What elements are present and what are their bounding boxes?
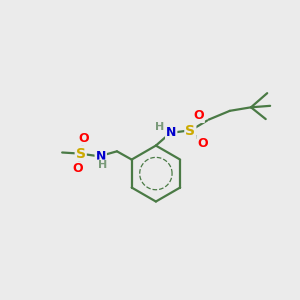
- Text: S: S: [76, 147, 86, 161]
- Text: H: H: [98, 160, 107, 170]
- Text: S: S: [185, 124, 195, 138]
- Text: N: N: [166, 126, 176, 139]
- Text: N: N: [96, 150, 106, 163]
- Text: O: O: [78, 132, 89, 145]
- Text: O: O: [73, 163, 83, 176]
- Text: O: O: [197, 137, 208, 150]
- Text: O: O: [193, 109, 204, 122]
- Text: H: H: [155, 122, 165, 132]
